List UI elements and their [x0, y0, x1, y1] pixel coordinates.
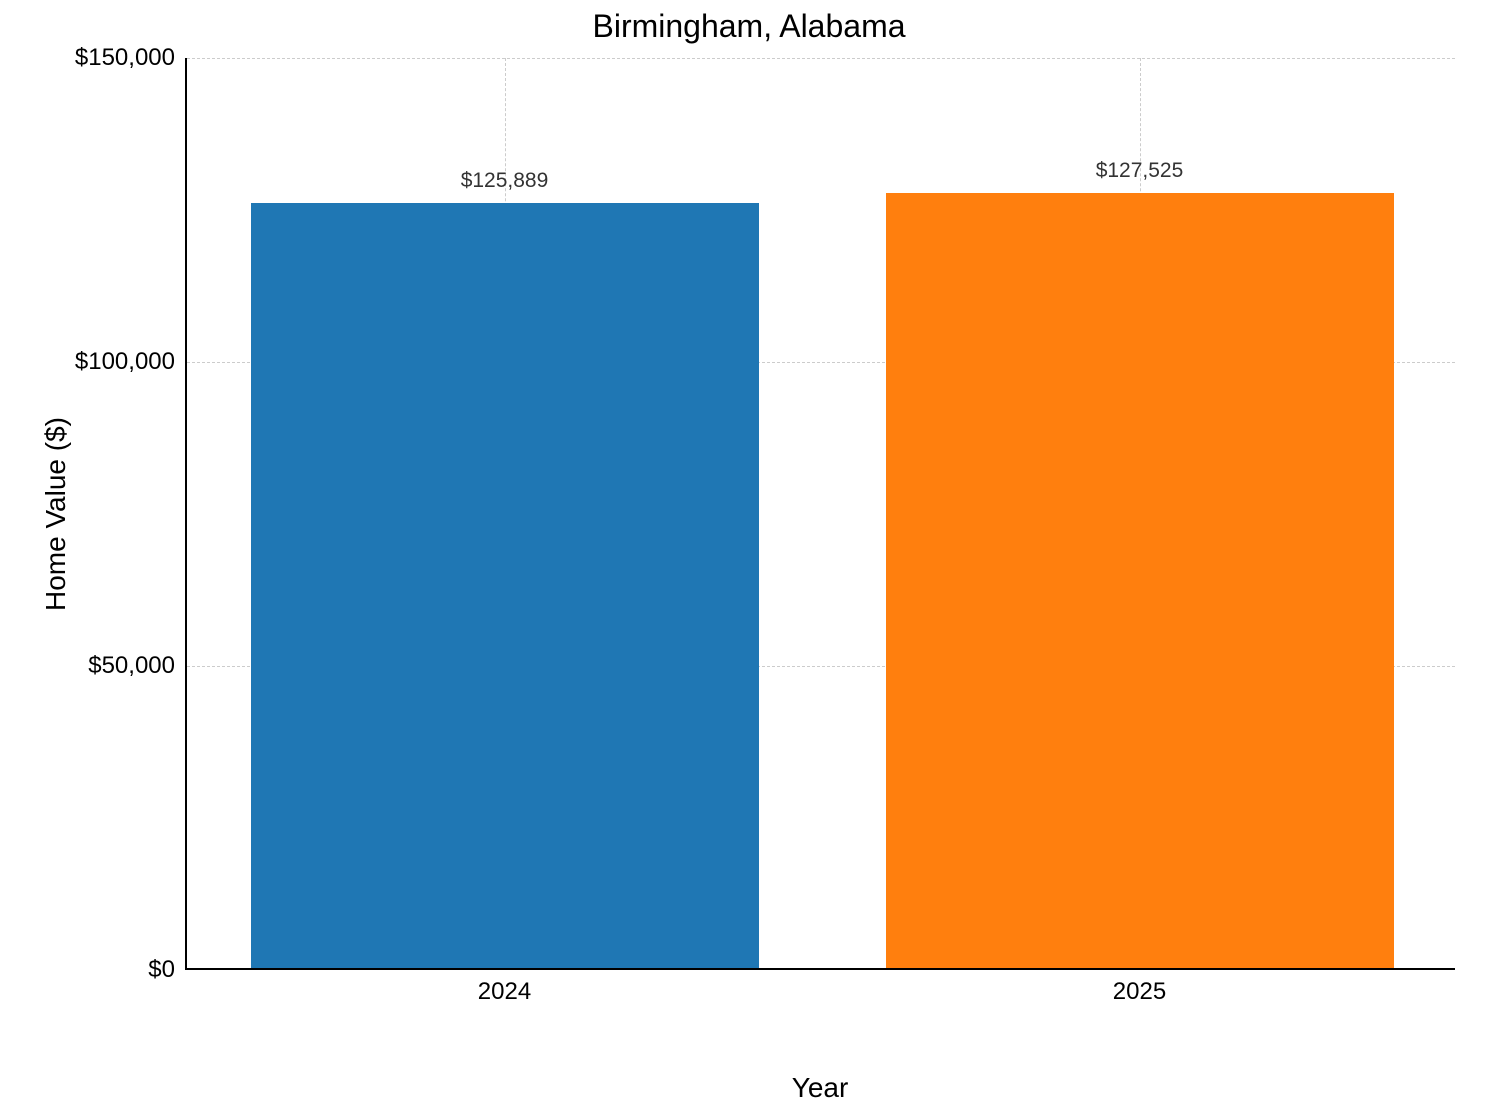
- chart-title: Birmingham, Alabama: [592, 8, 905, 45]
- bar-value-label: $127,525: [1096, 159, 1184, 183]
- bar-value-label: $125,889: [461, 169, 549, 193]
- grid-line-h: [187, 58, 1455, 59]
- y-axis-label: Home Value ($): [40, 417, 72, 611]
- y-tick-label: $0: [148, 956, 187, 984]
- x-tick-label: 2025: [1113, 968, 1166, 1006]
- bar: [251, 203, 759, 968]
- plot-area: $0$50,000$100,000$150,000$125,8892024$12…: [185, 58, 1455, 970]
- x-axis-label: Year: [792, 1072, 849, 1104]
- y-tick-label: $150,000: [75, 44, 187, 72]
- chart-container: Birmingham, Alabama $0$50,000$100,000$15…: [0, 0, 1498, 1106]
- bar: [886, 193, 1394, 968]
- x-tick-label: 2024: [478, 968, 531, 1006]
- y-tick-label: $100,000: [75, 348, 187, 376]
- y-tick-label: $50,000: [88, 652, 187, 680]
